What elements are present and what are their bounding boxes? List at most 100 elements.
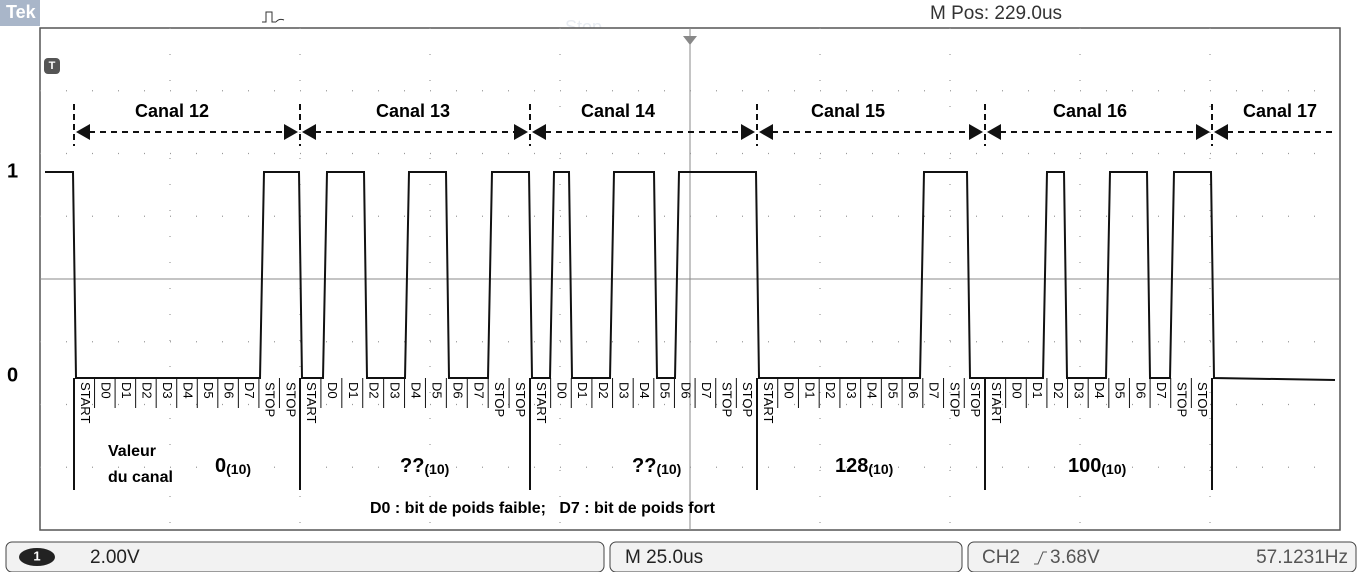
bit-label: D1 [575,382,590,399]
bit-label: D6 [450,382,465,399]
bit-label: D7 [927,382,942,399]
bit-label: START [534,382,549,423]
bit-label: D0 [1010,382,1025,399]
trigger-source: CH2 [982,547,1020,568]
bit-label: D6 [906,382,921,399]
bit-label: D0 [98,382,113,399]
bit-label: START [78,382,93,423]
bit-label: D5 [429,382,444,399]
value-base: (10) [424,461,449,477]
bit-label: START [761,382,776,423]
bit-label: D5 [1113,382,1128,399]
arrow-head [532,124,546,140]
level-high: 1 [7,160,18,182]
channel-label: Canal 16 [1053,101,1127,121]
label-bg [798,100,898,122]
label-bg [1040,100,1140,122]
value-base: (10) [1101,461,1126,477]
value-number: ?? [400,455,424,477]
value-base: (10) [868,461,893,477]
bit-label: STOP [1195,382,1210,417]
bit-label: D1 [802,382,817,399]
bit-label: D7 [1154,382,1169,399]
value-caption-1: Valeur [108,443,156,460]
channel-label: Canal 13 [376,101,450,121]
arrow-head [284,124,298,140]
bit-label: D0 [555,382,570,399]
bit-label: D4 [637,382,652,399]
bit-label: STOP [513,382,528,417]
bit-label: D2 [367,382,382,399]
bit-label: D7 [471,382,486,399]
bit-label: STOP [283,382,298,417]
bit-label: D0 [782,382,797,399]
bit-label: D2 [139,382,154,399]
brand: Tek [6,2,37,22]
value-number: ?? [632,455,656,477]
bit-label: D6 [678,382,693,399]
trigger-frequency: 57.1231Hz [1256,547,1348,568]
bit-label: STOP [947,382,962,417]
value-base: (10) [226,461,251,477]
bit-label: D3 [388,382,403,399]
channel-value: 128(10) [835,455,893,477]
bit-label: START [989,382,1004,423]
trigger-badge-box [44,58,60,74]
bit-label: D2 [596,382,611,399]
trigger-position-marker [683,36,697,45]
arrow-head [1214,124,1228,140]
timebase: M 25.0us [625,547,703,568]
bit-label: STOP [720,382,735,417]
value-number: 100 [1068,455,1101,477]
channel-badge-bg [19,548,55,566]
bit-label: START [304,382,319,423]
channel-box [5,541,605,572]
arrow-head [302,124,316,140]
arrow-head [76,124,90,140]
bit-label: D3 [1071,382,1086,399]
bit-label: D7 [699,382,714,399]
trigger-badge: T [49,60,56,72]
arrow-head [987,124,1001,140]
waveform [45,171,1336,381]
bit-label: STOP [1175,382,1190,417]
channel-label: Canal 14 [581,101,655,121]
arrow-head [1196,124,1210,140]
trigger-level: 3.68V [1050,547,1100,568]
bit-label: D4 [181,382,196,399]
bit-label: STOP [263,382,278,417]
channel-label: Canal 12 [135,101,209,121]
label-bg [1230,100,1330,122]
value-base: (10) [656,461,681,477]
bit-label: D4 [1092,382,1107,399]
bit-label: D2 [823,382,838,399]
bit-label: D1 [1030,382,1045,399]
bit-label: D1 [119,382,134,399]
channel-label: Canal 15 [811,101,885,121]
volts-per-div: 2.00V [90,547,140,568]
bit-label: D5 [885,382,900,399]
bit-label: D6 [1133,382,1148,399]
label-bg [363,100,463,122]
level-low: 0 [7,364,18,386]
bit-label: STOP [492,382,507,417]
bit-note: D0 : bit de poids faible; D7 : bit de po… [370,500,716,517]
bit-label: D3 [616,382,631,399]
arrow-head [759,124,773,140]
value-number: 128 [835,455,868,477]
trigger-slope [1034,551,1047,565]
bit-label: D0 [325,382,340,399]
bit-label: STOP [968,382,983,417]
level-box [4,160,32,184]
bit-label: D6 [222,382,237,399]
bit-label: D2 [1051,382,1066,399]
label-bg [568,100,668,122]
graticule [40,28,1340,530]
arrow-head [514,124,528,140]
bit-label: D4 [409,382,424,399]
channel-label: Canal 17 [1243,101,1317,121]
channel-value: ??(10) [400,455,449,477]
bit-label: D7 [242,382,257,399]
